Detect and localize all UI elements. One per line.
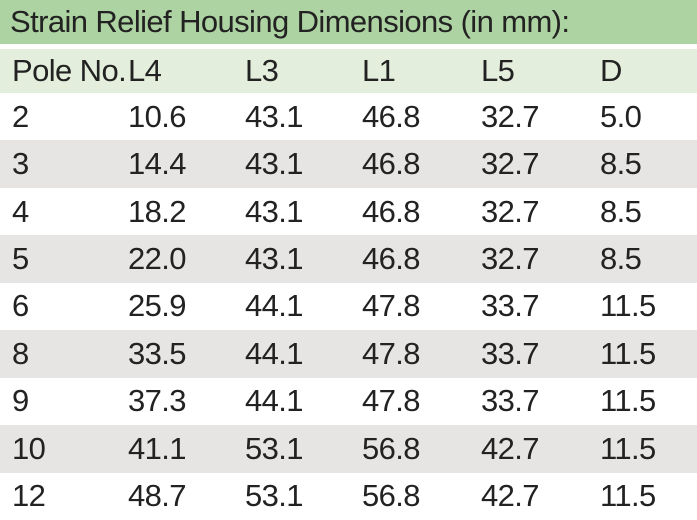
cell-l4: 33.5	[128, 335, 187, 371]
table-row-pole-4: 4 18.2 43.1 46.8 32.7 8.5	[0, 187, 697, 236]
column-header-d: D	[600, 53, 622, 88]
cell-d: 8.5	[600, 146, 642, 182]
cell-pole-no: 3	[12, 146, 29, 182]
table-row-pole-9: 9 37.3 44.1 47.8 33.7 11.5	[0, 377, 697, 426]
cell-l3: 44.1	[245, 335, 304, 371]
cell-l5: 33.7	[481, 335, 540, 371]
cell-l5: 33.7	[481, 288, 540, 324]
column-header-pole-no: Pole No.	[12, 53, 127, 88]
cell-l3: 43.1	[245, 193, 304, 229]
cell-l1: 47.8	[362, 288, 421, 324]
cell-l4: 10.6	[128, 98, 187, 134]
cell-l1: 56.8	[362, 478, 421, 514]
cell-l5: 32.7	[481, 98, 540, 134]
cell-d: 11.5	[600, 478, 656, 514]
cell-l1: 46.8	[362, 241, 421, 277]
cell-l3: 43.1	[245, 98, 304, 134]
cell-l3: 44.1	[245, 383, 304, 419]
cell-pole-no: 5	[12, 241, 29, 277]
cell-l5: 42.7	[481, 430, 540, 466]
cell-pole-no: 6	[12, 288, 29, 324]
table-row-pole-6: 6 25.9 44.1 47.8 33.7 11.5	[0, 282, 697, 331]
cell-d: 8.5	[600, 241, 642, 277]
cell-l3: 43.1	[245, 146, 304, 182]
cell-pole-no: 2	[12, 98, 29, 134]
cell-l1: 46.8	[362, 98, 421, 134]
cell-l1: 56.8	[362, 430, 421, 466]
cell-l5: 32.7	[481, 146, 540, 182]
column-header-l5: L5	[481, 53, 515, 88]
cell-l1: 47.8	[362, 335, 421, 371]
cell-l4: 48.7	[128, 478, 187, 514]
cell-l1: 46.8	[362, 193, 421, 229]
table-title-bar: Strain Relief Housing Dimensions (in mm)…	[0, 0, 697, 44]
column-header-l4: L4	[128, 53, 162, 88]
cell-d: 5.0	[600, 98, 642, 134]
cell-l3: 43.1	[245, 241, 304, 277]
cell-l4: 25.9	[128, 288, 187, 324]
table-title: Strain Relief Housing Dimensions (in mm)…	[10, 4, 570, 39]
cell-d: 11.5	[600, 430, 656, 466]
cell-pole-no: 9	[12, 383, 29, 419]
table-body: 2 10.6 43.1 46.8 32.7 5.0 3 14.4 43.1 46…	[0, 93, 697, 520]
table-header-row: Pole No. L4 L3 L1 L5 D	[0, 49, 697, 93]
cell-l3: 44.1	[245, 288, 304, 324]
table-row-pole-5: 5 22.0 43.1 46.8 32.7 8.5	[0, 235, 697, 283]
cell-d: 11.5	[600, 288, 656, 324]
table-row-pole-12: 12 48.7 53.1 56.8 42.7 11.5	[0, 472, 697, 520]
table-row-pole-2: 2 10.6 43.1 46.8 32.7 5.0	[0, 93, 697, 141]
cell-l5: 42.7	[481, 478, 540, 514]
cell-l4: 41.1	[128, 430, 187, 466]
cell-l4: 37.3	[128, 383, 187, 419]
cell-l4: 18.2	[128, 193, 187, 229]
cell-pole-no: 12	[12, 478, 46, 514]
cell-l3: 53.1	[245, 478, 304, 514]
table-row-pole-3: 3 14.4 43.1 46.8 32.7 8.5	[0, 140, 697, 188]
cell-pole-no: 8	[12, 335, 29, 371]
cell-d: 11.5	[600, 383, 656, 419]
cell-l5: 32.7	[481, 193, 540, 229]
cell-l5: 32.7	[481, 241, 540, 277]
cell-l1: 46.8	[362, 146, 421, 182]
column-header-l3: L3	[245, 53, 279, 88]
cell-l3: 53.1	[245, 430, 304, 466]
column-header-l1: L1	[362, 53, 396, 88]
cell-l4: 14.4	[128, 146, 187, 182]
cell-d: 8.5	[600, 193, 642, 229]
cell-l4: 22.0	[128, 241, 187, 277]
cell-d: 11.5	[600, 335, 656, 371]
table-row-pole-8: 8 33.5 44.1 47.8 33.7 11.5	[0, 330, 697, 378]
title-divider	[0, 44, 697, 49]
table-row-pole-10: 10 41.1 53.1 56.8 42.7 11.5	[0, 425, 697, 473]
cell-l1: 47.8	[362, 383, 421, 419]
cell-l5: 33.7	[481, 383, 540, 419]
cell-pole-no: 4	[12, 193, 29, 229]
cell-pole-no: 10	[12, 430, 46, 466]
